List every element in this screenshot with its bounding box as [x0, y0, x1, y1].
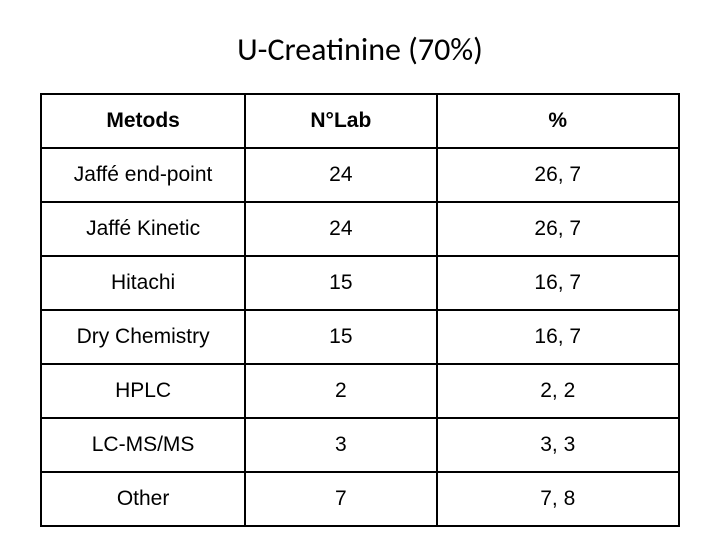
table-row: Other 7 7, 8	[41, 472, 679, 526]
table-row: Hitachi 15 16, 7	[41, 256, 679, 310]
table-row: Dry Chemistry 15 16, 7	[41, 310, 679, 364]
col-header-pct: %	[437, 94, 679, 148]
cell-pct: 3, 3	[437, 418, 679, 472]
cell-nlab: 24	[245, 148, 436, 202]
cell-pct: 26, 7	[437, 148, 679, 202]
col-header-methods: Metods	[41, 94, 245, 148]
cell-pct: 7, 8	[437, 472, 679, 526]
cell-nlab: 3	[245, 418, 436, 472]
table-row: LC-MS/MS 3 3, 3	[41, 418, 679, 472]
cell-nlab: 15	[245, 256, 436, 310]
cell-pct: 16, 7	[437, 310, 679, 364]
cell-method: HPLC	[41, 364, 245, 418]
table-row: HPLC 2 2, 2	[41, 364, 679, 418]
page: U-Creatinine (70%) Metods N°Lab % Jaffé …	[0, 0, 720, 540]
cell-pct: 2, 2	[437, 364, 679, 418]
cell-pct: 16, 7	[437, 256, 679, 310]
cell-method: Other	[41, 472, 245, 526]
cell-method: Jaffé Kinetic	[41, 202, 245, 256]
cell-method: Dry Chemistry	[41, 310, 245, 364]
cell-nlab: 24	[245, 202, 436, 256]
table-header-row: Metods N°Lab %	[41, 94, 679, 148]
cell-method: Hitachi	[41, 256, 245, 310]
cell-pct: 26, 7	[437, 202, 679, 256]
data-table: Metods N°Lab % Jaffé end-point 24 26, 7 …	[40, 93, 680, 527]
cell-nlab: 2	[245, 364, 436, 418]
cell-method: Jaffé end-point	[41, 148, 245, 202]
table-row: Jaffé Kinetic 24 26, 7	[41, 202, 679, 256]
col-header-nlab: N°Lab	[245, 94, 436, 148]
cell-method: LC-MS/MS	[41, 418, 245, 472]
cell-nlab: 15	[245, 310, 436, 364]
cell-nlab: 7	[245, 472, 436, 526]
table-row: Jaffé end-point 24 26, 7	[41, 148, 679, 202]
page-title: U-Creatinine (70%)	[40, 30, 680, 69]
